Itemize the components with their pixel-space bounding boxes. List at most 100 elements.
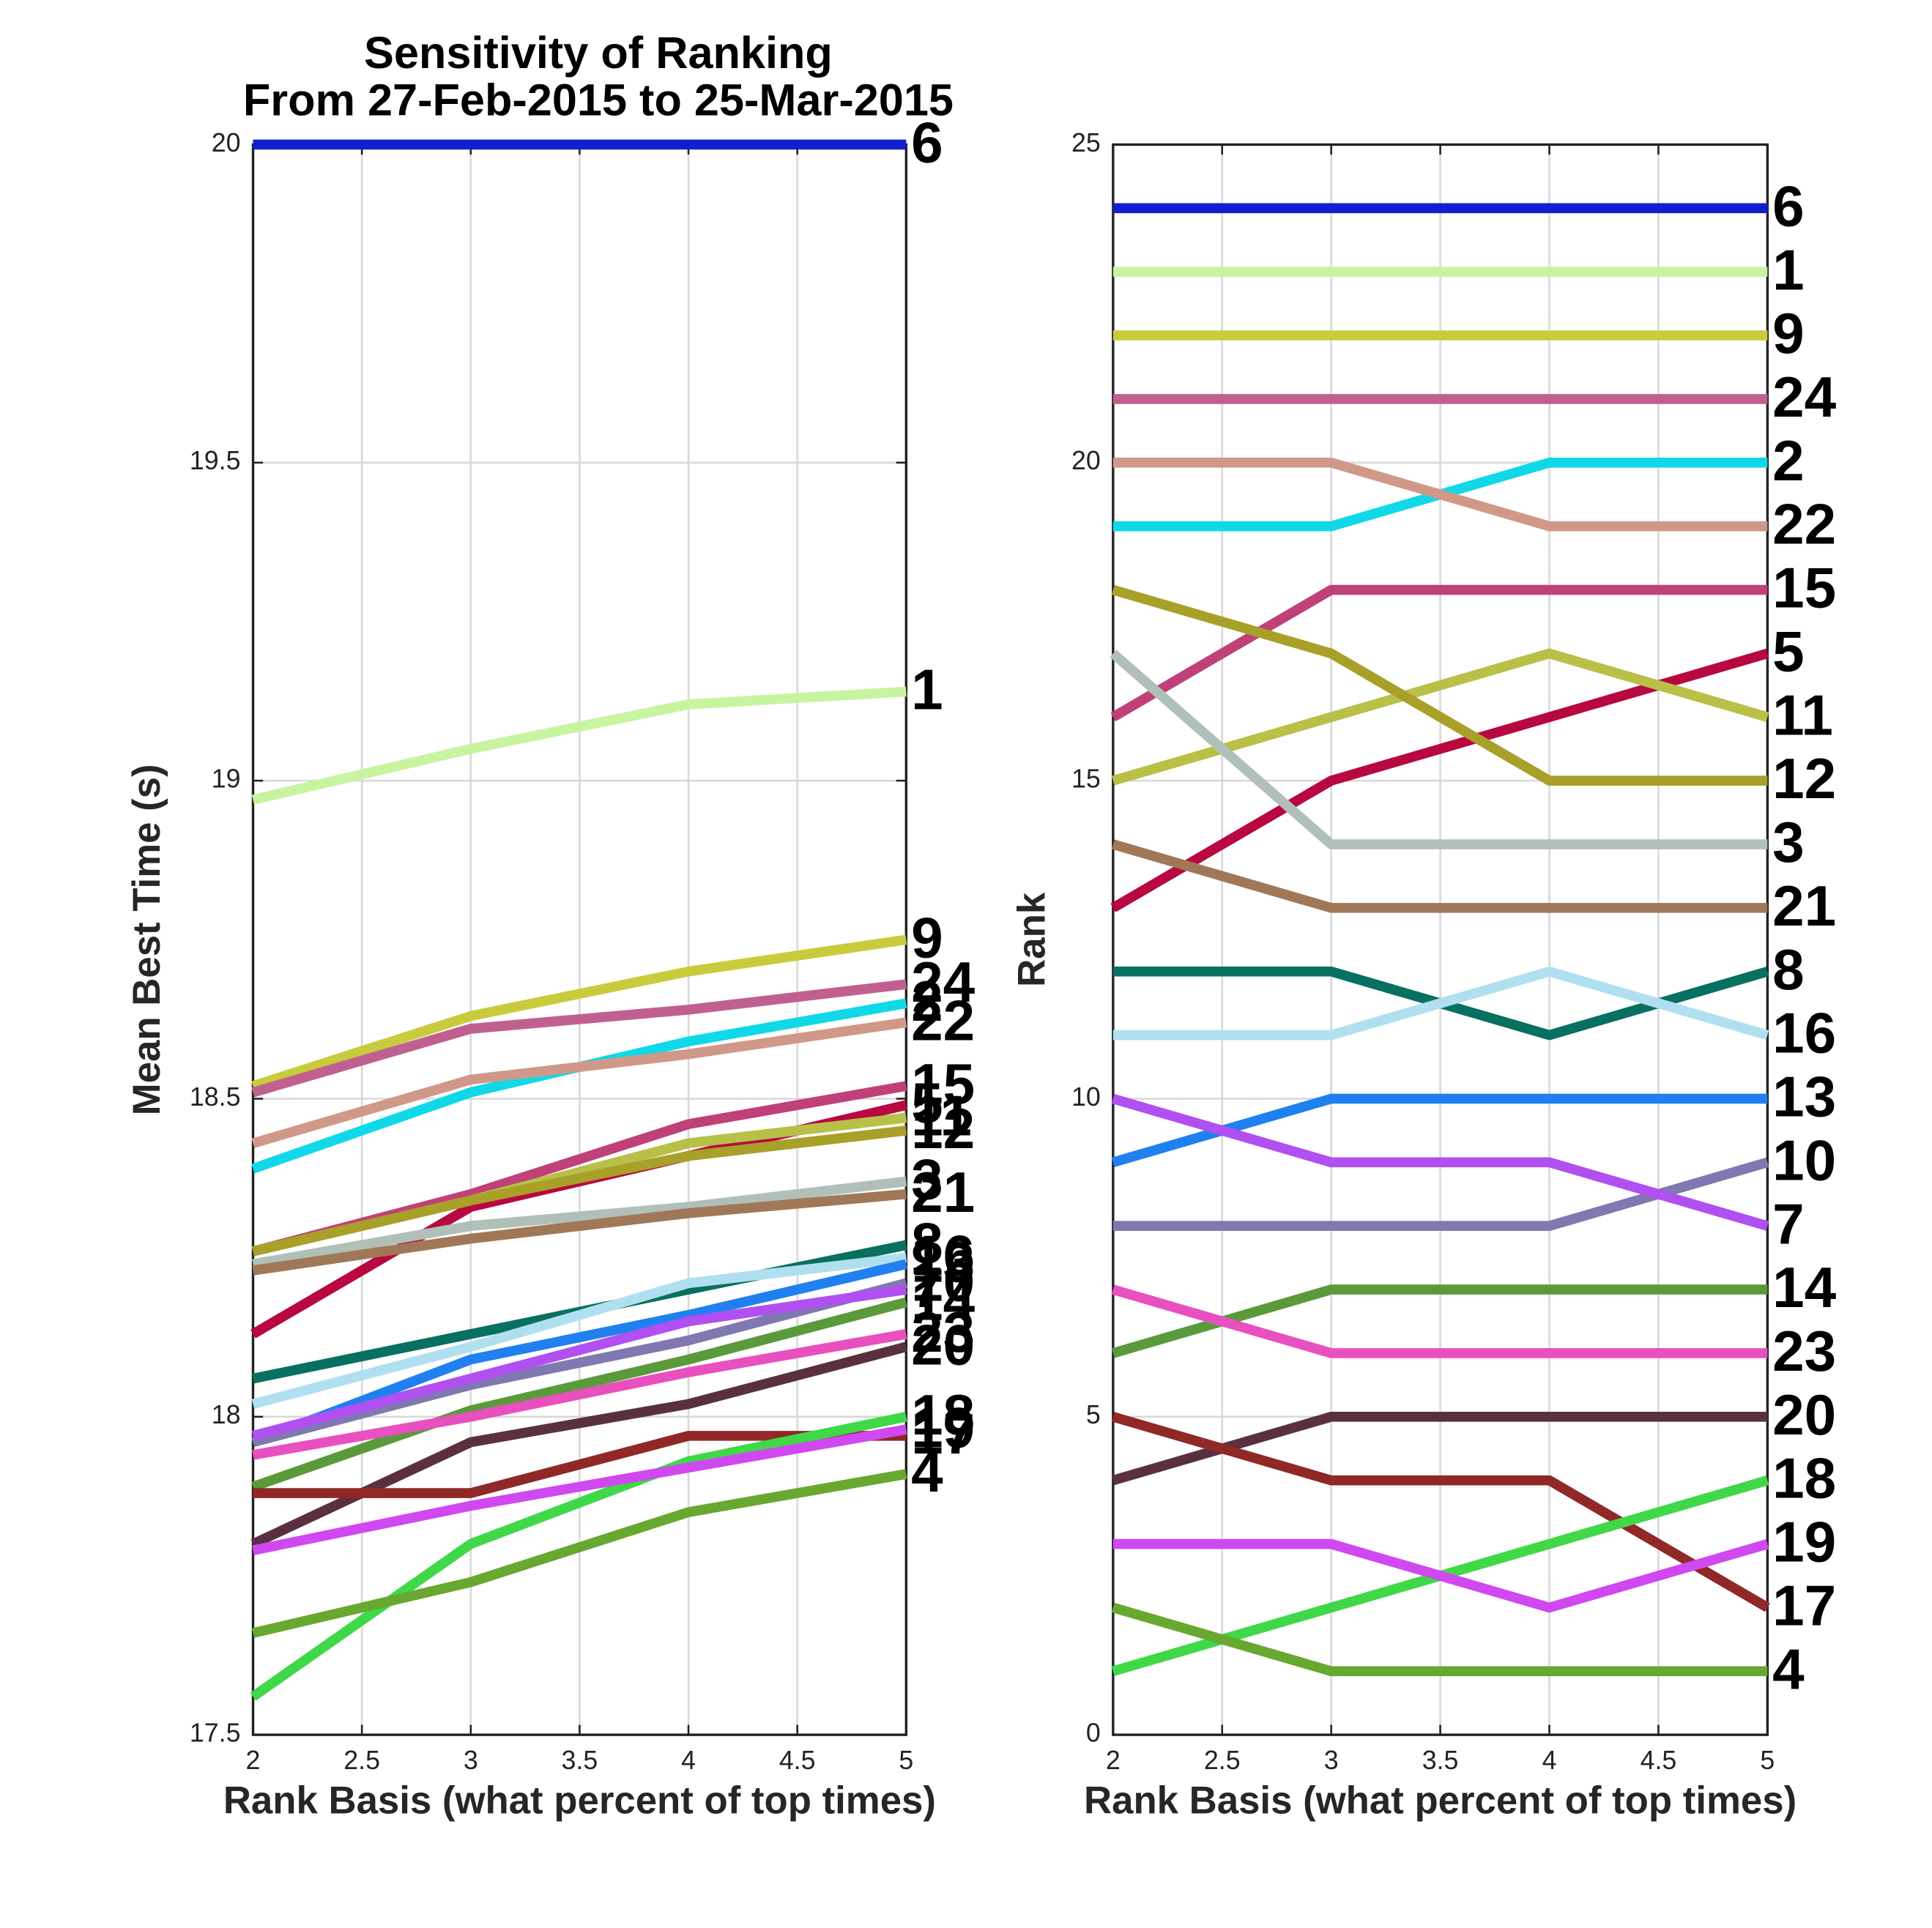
series-end-label: 21 — [911, 1160, 975, 1224]
x-tick-label: 5 — [1760, 1746, 1775, 1775]
series-end-label: 11 — [911, 1084, 972, 1148]
series-end-label: 20 — [1772, 1382, 1836, 1447]
series-line — [1111, 1412, 1770, 1612]
x-tick-label: 3.5 — [562, 1746, 598, 1775]
chart-subtitle: From 27-Feb-2015 to 25-Mar-2015 — [243, 75, 954, 125]
y-tick-label: 17.5 — [190, 1719, 241, 1748]
x-axis-label: Rank Basis (what percent of top times) — [223, 1779, 936, 1823]
series-line — [251, 1017, 907, 1148]
series-line — [251, 934, 907, 1091]
x-tick-label: 2.5 — [1204, 1746, 1241, 1775]
series-end-label: 23 — [1772, 1319, 1836, 1383]
series-end-label: 16 — [911, 1224, 975, 1288]
x-tick-label: 3 — [464, 1746, 478, 1775]
series-end-label: 2 — [1772, 428, 1805, 493]
series-line — [252, 1424, 907, 1555]
series-end-label: 19 — [1772, 1510, 1836, 1574]
series-end-label: 7 — [911, 1255, 943, 1320]
series-end-label: 10 — [911, 1248, 975, 1313]
series-end-label: 5 — [1772, 619, 1805, 683]
series-end-label: 15 — [1772, 556, 1836, 620]
series-end-label: 19 — [911, 1395, 975, 1459]
series-end-label: 23 — [911, 1300, 975, 1364]
y-axis-label: Mean Best Time (s) — [125, 764, 168, 1115]
series-line — [251, 979, 907, 1098]
series-line — [250, 1412, 907, 1701]
series-line — [251, 1278, 908, 1448]
series-end-label: 7 — [1772, 1191, 1805, 1256]
series-line — [1112, 458, 1768, 532]
y-tick-label: 20 — [1071, 446, 1101, 475]
series-line — [1110, 650, 1768, 849]
y-tick-label: 5 — [1086, 1400, 1101, 1429]
series-end-label: 5 — [911, 1071, 943, 1135]
series-line — [1112, 1538, 1769, 1613]
series-line — [251, 1297, 908, 1492]
series-end-label: 10 — [1772, 1128, 1836, 1192]
x-tick-label: 3 — [1324, 1746, 1339, 1775]
series-end-label: 4 — [1772, 1637, 1805, 1701]
series-end-label: 18 — [1772, 1446, 1836, 1511]
series-line — [251, 1125, 907, 1257]
series-line — [251, 686, 907, 805]
series-line — [251, 1252, 907, 1410]
series-line — [252, 1329, 907, 1460]
x-tick-label: 4.5 — [1641, 1746, 1677, 1775]
x-tick-label: 2.5 — [343, 1746, 380, 1775]
y-tick-label: 19.5 — [190, 446, 241, 475]
y-tick-label: 20 — [212, 128, 241, 157]
chart-title: Sensitivity of Ranking — [364, 28, 833, 78]
series-end-label: 4 — [911, 1440, 943, 1504]
series-end-label: 11 — [1772, 682, 1833, 747]
series-line — [1111, 839, 1768, 913]
x-tick-label: 2 — [1106, 1746, 1121, 1775]
series-line — [1111, 1284, 1768, 1358]
series-end-label: 20 — [911, 1312, 975, 1377]
series-end-label: 17 — [1772, 1573, 1836, 1637]
series-line — [251, 1284, 907, 1441]
series-line — [252, 1176, 907, 1270]
series-line — [1111, 1602, 1768, 1677]
series-end-label: 16 — [1772, 1001, 1836, 1065]
y-tick-label: 15 — [1071, 764, 1101, 794]
x-tick-label: 4 — [681, 1746, 696, 1775]
series-end-label: 6 — [1772, 174, 1805, 238]
series-end-label: 15 — [911, 1052, 975, 1116]
series-end-label: 8 — [911, 1210, 943, 1275]
series-line — [252, 1188, 907, 1276]
series-end-label: 3 — [1772, 810, 1805, 874]
y-tick-label: 19 — [212, 764, 241, 794]
series-end-label: 14 — [911, 1268, 976, 1333]
series-end-label: 17 — [911, 1402, 975, 1466]
series-line — [1111, 1093, 1769, 1231]
series-end-label: 12 — [911, 1096, 975, 1161]
series-end-label: 8 — [1772, 937, 1805, 1002]
series-end-label: 9 — [1772, 301, 1805, 365]
series-line — [251, 1469, 907, 1638]
series-line — [1110, 584, 1768, 722]
x-tick-label: 4.5 — [779, 1746, 816, 1775]
series-end-label: 14 — [1772, 1255, 1837, 1320]
series-end-label: 22 — [911, 988, 975, 1052]
series-line — [1111, 585, 1768, 786]
y-tick-label: 10 — [1071, 1082, 1101, 1112]
series-end-label: 9 — [911, 905, 943, 969]
series-line — [251, 1259, 907, 1447]
series-end-label: 2 — [911, 969, 943, 1033]
y-tick-label: 0 — [1086, 1719, 1101, 1748]
series-end-label: 18 — [911, 1382, 975, 1447]
y-tick-label: 25 — [1071, 128, 1101, 157]
series-end-label: 1 — [911, 658, 943, 722]
series-end-label: 13 — [911, 1229, 975, 1294]
y-tick-label: 18.5 — [190, 1082, 241, 1112]
series-end-label: 3 — [911, 1147, 943, 1211]
x-axis-label: Rank Basis (what percent of top times) — [1084, 1779, 1797, 1823]
y-tick-label: 18 — [212, 1400, 241, 1429]
x-tick-label: 5 — [899, 1746, 913, 1775]
series-end-label: 1 — [1772, 237, 1805, 302]
series-end-label: 6 — [911, 111, 943, 175]
plot-frame — [1112, 143, 1769, 1736]
x-tick-label: 4 — [1542, 1746, 1557, 1775]
y-axis-label: Rank — [1011, 892, 1054, 987]
